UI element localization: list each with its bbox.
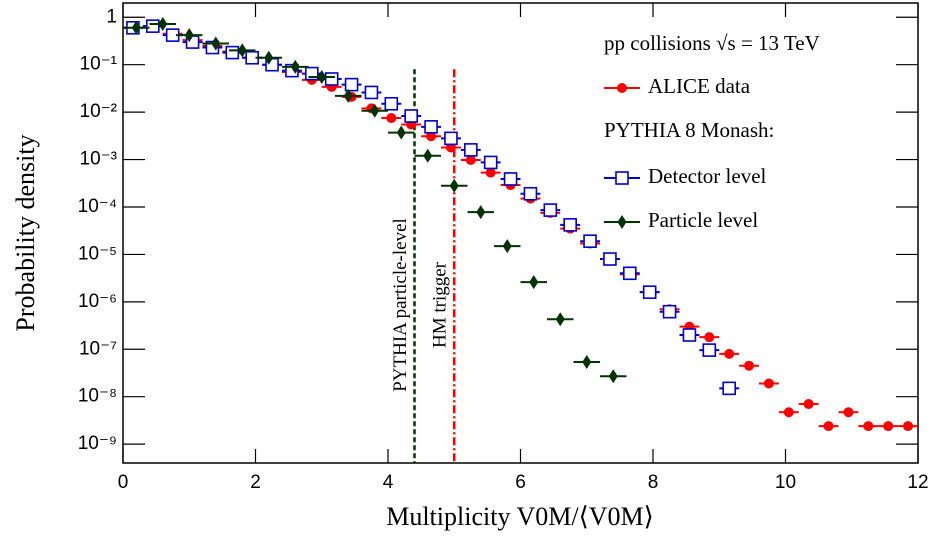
legend-label: Particle level	[648, 208, 758, 232]
data-point	[582, 354, 592, 369]
x-tick-label: 8	[648, 472, 659, 493]
y-tick-label: 10⁻⁸	[78, 386, 117, 407]
y-tick-label: 10⁻⁵	[78, 243, 117, 264]
legend-label: Detector level	[648, 164, 767, 188]
data-point	[324, 72, 339, 86]
data-point	[744, 360, 755, 371]
y-tick-label: 10⁻⁴	[78, 196, 117, 217]
legend-marker	[615, 171, 629, 185]
data-point	[464, 143, 478, 157]
x-axis-title: Multiplicity V0M/⟨V0M⟩	[386, 502, 654, 531]
data-point	[863, 421, 874, 432]
data-point	[823, 421, 834, 432]
data-point	[423, 148, 433, 163]
data-point	[225, 45, 240, 60]
data-point	[623, 266, 637, 281]
x-tick-label: 0	[118, 472, 129, 493]
annotation-label: PYTHIA particle-level	[390, 218, 411, 392]
data-point	[704, 332, 715, 343]
data-point	[702, 343, 717, 357]
data-point	[803, 399, 814, 410]
data-point	[642, 285, 657, 299]
data-point	[502, 239, 512, 254]
x-tick-label: 4	[383, 472, 394, 493]
data-point	[476, 205, 486, 220]
legend-marker	[617, 215, 627, 229]
data-point	[386, 113, 397, 124]
y-tick-label: 10⁻³	[80, 149, 118, 170]
data-point	[503, 172, 518, 186]
data-point	[843, 407, 854, 418]
data-point	[763, 378, 774, 389]
data-point	[264, 50, 274, 65]
data-point	[364, 85, 379, 100]
data-point	[465, 154, 476, 165]
data-point	[883, 421, 894, 432]
data-point	[211, 36, 221, 51]
data-point	[529, 275, 539, 290]
data-point	[444, 131, 458, 146]
data-point	[290, 59, 300, 74]
data-point	[603, 252, 617, 266]
data-point	[555, 312, 565, 327]
plot-frame	[122, 2, 919, 464]
data-point	[370, 103, 380, 118]
data-point	[662, 304, 677, 319]
data-point	[543, 203, 558, 217]
data-point	[158, 17, 168, 32]
data-point	[903, 421, 914, 432]
data-point	[485, 167, 496, 178]
data-point	[131, 20, 141, 35]
data-point	[237, 43, 247, 58]
data-point	[724, 348, 735, 359]
data-point	[783, 407, 794, 418]
y-tick-label: 10⁻⁶	[78, 291, 117, 312]
data-point	[184, 28, 194, 43]
x-tick-label: 10	[775, 472, 796, 493]
y-tick-label: 10⁻¹	[80, 54, 118, 75]
data-point	[424, 120, 438, 134]
data-point	[608, 369, 618, 384]
legend-marker	[617, 83, 627, 93]
y-tick-label: 10⁻⁷	[79, 338, 117, 359]
x-tick-label: 6	[515, 472, 526, 493]
y-tick-label: 10⁻⁹	[78, 433, 117, 454]
data-point	[384, 96, 399, 111]
legend-label: ALICE data	[648, 74, 751, 98]
data-point	[146, 19, 160, 33]
legend-header: pp collisions √s = 13 TeV	[604, 31, 820, 55]
x-tick-label: 2	[250, 472, 261, 493]
x-tick-label: 12	[907, 472, 928, 493]
y-axis-title: Probability density	[11, 134, 40, 331]
data-point	[483, 155, 498, 170]
data-point	[343, 88, 353, 103]
data-point	[523, 186, 538, 201]
annotation-label: HM trigger	[430, 261, 451, 348]
data-point	[404, 109, 418, 123]
y-tick-label: 1	[106, 6, 117, 27]
data-point	[583, 234, 597, 248]
data-point	[563, 218, 577, 232]
data-point	[449, 178, 459, 193]
data-point	[396, 125, 406, 140]
data-point	[426, 131, 437, 142]
data-point	[344, 77, 359, 92]
y-tick-label: 10⁻²	[80, 101, 118, 122]
data-point	[722, 381, 736, 396]
legend-subheader: PYTHIA 8 Monash:	[604, 118, 774, 142]
data-point	[317, 70, 327, 85]
data-point	[682, 328, 697, 342]
